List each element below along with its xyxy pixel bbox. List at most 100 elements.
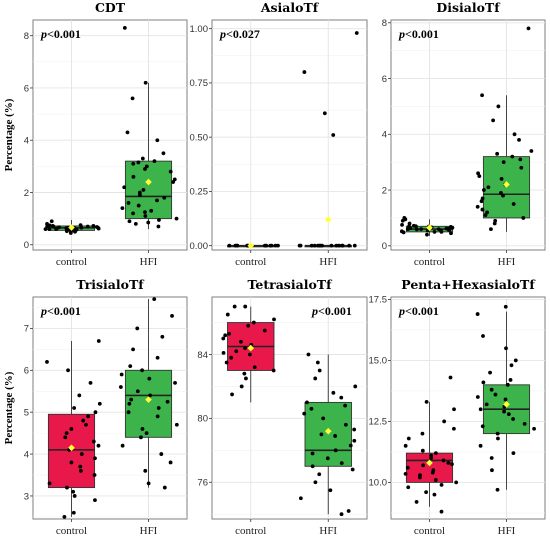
data-point xyxy=(130,96,135,101)
data-point xyxy=(155,355,160,360)
box-control xyxy=(403,375,459,514)
y-tick-label: 8 xyxy=(24,31,29,42)
data-point xyxy=(95,225,100,230)
data-point xyxy=(128,364,133,369)
data-point xyxy=(315,360,320,365)
data-point xyxy=(347,243,352,248)
data-point xyxy=(143,210,147,215)
y-tick-label: 3 xyxy=(24,491,29,502)
data-point xyxy=(129,397,134,402)
box-HFI xyxy=(118,297,179,490)
data-point xyxy=(127,219,132,224)
mean-marker xyxy=(426,224,433,231)
data-point xyxy=(319,432,324,437)
data-point xyxy=(143,167,147,171)
data-point xyxy=(432,492,437,497)
data-point xyxy=(343,422,348,427)
x-tick-label-HFI: HFI xyxy=(140,525,158,537)
data-point xyxy=(480,93,484,98)
data-point xyxy=(352,438,357,443)
data-point xyxy=(225,312,230,317)
data-point xyxy=(429,453,433,458)
data-point xyxy=(140,156,145,161)
data-point xyxy=(221,350,226,355)
data-point xyxy=(505,382,510,387)
data-point xyxy=(227,331,231,336)
y-tick-label: 4 xyxy=(382,130,387,141)
data-point xyxy=(526,26,531,31)
data-point xyxy=(496,104,501,109)
box-HFI xyxy=(298,352,358,517)
data-point xyxy=(43,227,48,231)
data-point xyxy=(77,393,82,398)
data-point xyxy=(64,229,69,234)
data-point xyxy=(131,174,136,179)
data-point xyxy=(93,498,97,503)
data-point xyxy=(431,468,436,473)
data-point xyxy=(69,460,74,465)
data-point xyxy=(448,375,453,380)
data-point xyxy=(156,224,161,229)
data-point xyxy=(64,431,69,436)
data-point xyxy=(140,427,145,431)
data-point xyxy=(420,448,425,453)
data-point xyxy=(120,443,125,448)
y-tick-label: 17.5 xyxy=(369,295,388,306)
data-point xyxy=(69,427,74,431)
data-point xyxy=(51,224,56,229)
panel-title: TrisialoTf xyxy=(76,277,145,292)
data-point xyxy=(496,436,500,441)
box-control xyxy=(221,304,276,403)
data-point xyxy=(339,512,344,517)
data-point xyxy=(229,355,234,360)
data-point xyxy=(317,368,322,373)
data-point xyxy=(143,80,148,85)
data-point xyxy=(350,467,355,472)
data-point xyxy=(418,473,422,477)
data-point xyxy=(334,243,339,248)
data-point xyxy=(313,376,318,381)
data-point xyxy=(400,223,404,227)
data-point xyxy=(454,480,459,485)
chart-panel-5: 76 80 84 control HFI TetrasialoTf p<0.001 xyxy=(197,277,368,537)
data-point xyxy=(269,243,274,248)
x-tick-label-HFI: HFI xyxy=(498,256,516,268)
data-point xyxy=(354,31,359,35)
data-point xyxy=(483,213,488,218)
data-point xyxy=(152,159,157,164)
p-value-label: p<0.001 xyxy=(311,304,352,318)
data-point xyxy=(481,334,485,338)
data-point xyxy=(490,468,494,473)
data-point xyxy=(447,228,452,232)
box-HFI xyxy=(475,304,536,492)
data-point xyxy=(501,160,506,165)
data-point xyxy=(475,204,480,209)
data-point xyxy=(484,402,489,407)
box-iqr xyxy=(124,160,173,220)
data-point xyxy=(328,488,333,493)
data-point xyxy=(247,352,252,357)
data-point xyxy=(333,434,338,438)
data-point xyxy=(91,224,96,228)
data-point xyxy=(96,443,101,448)
data-point xyxy=(57,225,61,230)
data-point xyxy=(511,451,516,456)
data-point xyxy=(495,487,500,492)
y-tick-label: 6 xyxy=(24,366,29,377)
data-point xyxy=(352,243,357,248)
data-point xyxy=(68,231,73,235)
data-point xyxy=(168,460,173,465)
data-point xyxy=(221,336,226,341)
mean-marker xyxy=(503,401,510,408)
panel-title: Penta+HexasialoTf xyxy=(401,277,536,292)
data-point xyxy=(495,151,500,156)
data-point xyxy=(325,456,330,461)
data-point xyxy=(118,385,123,389)
y-tick-label: 80 xyxy=(197,414,208,425)
data-point xyxy=(246,323,251,328)
data-point xyxy=(503,304,508,309)
data-point xyxy=(126,201,131,205)
data-point xyxy=(403,443,408,448)
data-point xyxy=(414,227,419,232)
